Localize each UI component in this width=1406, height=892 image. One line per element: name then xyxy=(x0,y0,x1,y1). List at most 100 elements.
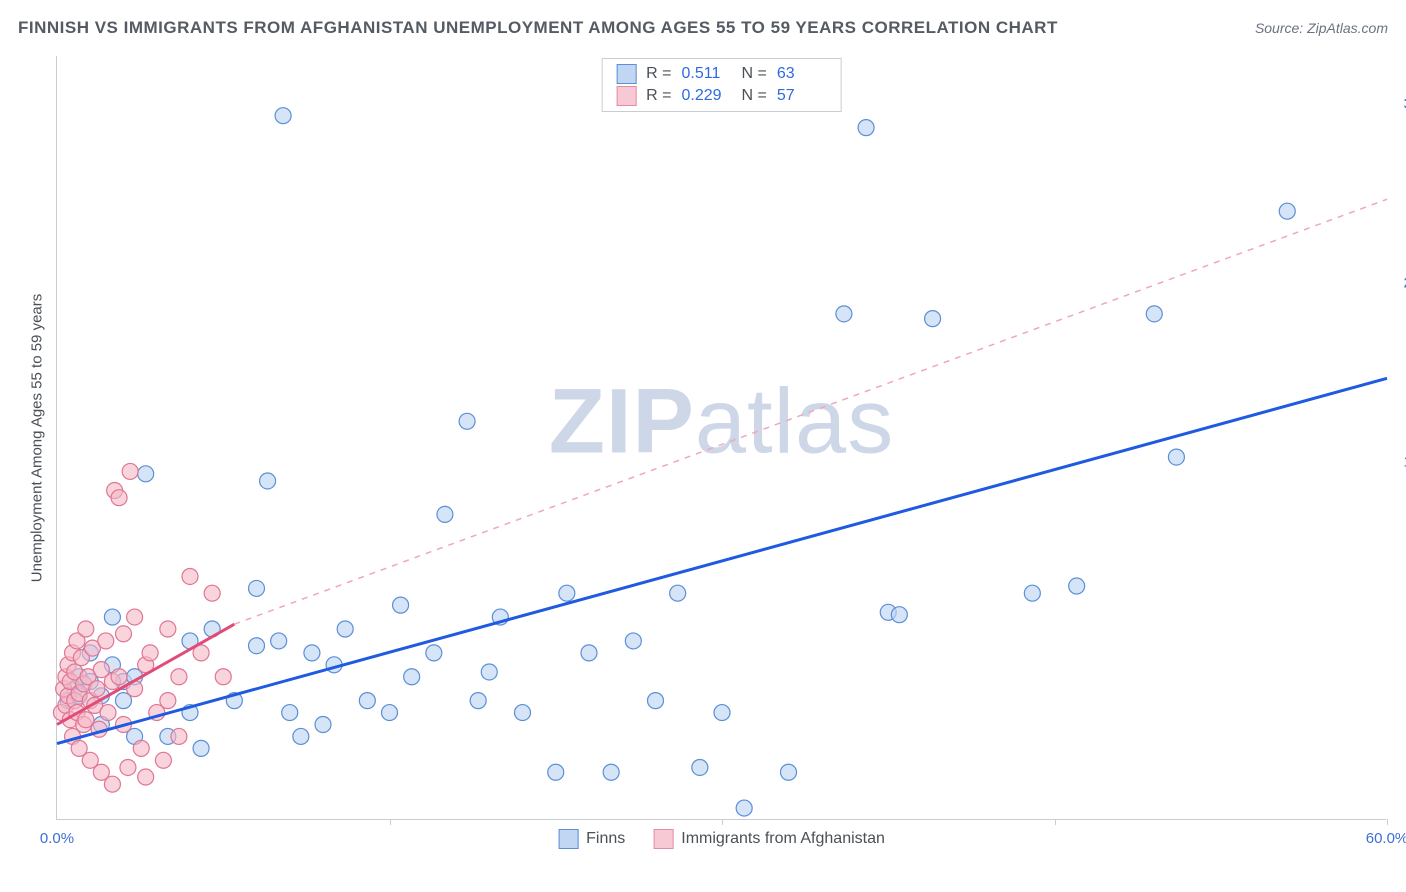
y-tick-label: 7.5% xyxy=(1396,632,1406,649)
data-point xyxy=(404,669,420,685)
data-point xyxy=(142,645,158,661)
correlation-row: R = 0.229 N = 57 xyxy=(602,85,841,107)
data-point xyxy=(548,764,564,780)
data-point xyxy=(382,705,398,721)
series-legend: Finns Immigrants from Afghanistan xyxy=(558,829,885,849)
data-point xyxy=(781,764,797,780)
data-point xyxy=(98,633,114,649)
data-point xyxy=(1069,578,1085,594)
series-legend-label: Finns xyxy=(586,830,625,848)
data-point xyxy=(736,800,752,816)
y-axis-label: Unemployment Among Ages 55 to 59 years xyxy=(29,293,46,582)
data-point xyxy=(470,693,486,709)
r-label: R = xyxy=(646,87,671,105)
data-point xyxy=(204,585,220,601)
data-point xyxy=(1146,306,1162,322)
data-point xyxy=(275,108,291,124)
x-tick-mark xyxy=(722,819,723,825)
data-point xyxy=(138,769,154,785)
data-point xyxy=(625,633,641,649)
legend-swatch xyxy=(616,64,636,84)
trend-line-extension xyxy=(234,199,1387,624)
n-label: N = xyxy=(742,87,767,105)
data-point xyxy=(182,568,198,584)
data-point xyxy=(171,669,187,685)
y-tick-label: 22.5% xyxy=(1396,274,1406,291)
data-point xyxy=(858,120,874,136)
data-point xyxy=(1024,585,1040,601)
data-point xyxy=(100,705,116,721)
data-point xyxy=(133,740,149,756)
data-point xyxy=(714,705,730,721)
data-point xyxy=(315,717,331,733)
n-value: 57 xyxy=(777,87,827,105)
data-point xyxy=(581,645,597,661)
data-point xyxy=(171,728,187,744)
x-tick-label: 60.0% xyxy=(1366,830,1406,847)
data-point xyxy=(271,633,287,649)
source-label: Source: ZipAtlas.com xyxy=(1255,20,1388,36)
r-label: R = xyxy=(646,65,671,83)
n-value: 63 xyxy=(777,65,827,83)
data-point xyxy=(215,669,231,685)
data-point xyxy=(120,759,136,775)
chart-header: FINNISH VS IMMIGRANTS FROM AFGHANISTAN U… xyxy=(18,18,1388,38)
data-point xyxy=(104,609,120,625)
data-point xyxy=(155,752,171,768)
trend-line xyxy=(57,378,1387,743)
data-point xyxy=(337,621,353,637)
correlation-row: R = 0.511 N = 63 xyxy=(602,63,841,85)
data-point xyxy=(160,693,176,709)
data-point xyxy=(515,705,531,721)
x-tick-mark xyxy=(1055,819,1056,825)
chart-title: FINNISH VS IMMIGRANTS FROM AFGHANISTAN U… xyxy=(18,18,1058,38)
data-point xyxy=(836,306,852,322)
data-point xyxy=(393,597,409,613)
x-tick-mark xyxy=(1387,819,1388,825)
data-point xyxy=(111,669,127,685)
data-point xyxy=(293,728,309,744)
data-point xyxy=(437,506,453,522)
data-point xyxy=(111,490,127,506)
data-point xyxy=(127,609,143,625)
y-tick-label: 30.0% xyxy=(1396,95,1406,112)
legend-swatch xyxy=(558,829,578,849)
data-point xyxy=(260,473,276,489)
data-point xyxy=(138,466,154,482)
plot-area: Unemployment Among Ages 55 to 59 years Z… xyxy=(56,56,1386,820)
series-legend-label: Immigrants from Afghanistan xyxy=(681,830,885,848)
data-point xyxy=(1168,449,1184,465)
data-point xyxy=(78,712,94,728)
data-point xyxy=(249,638,265,654)
data-point xyxy=(603,764,619,780)
x-tick-label: 0.0% xyxy=(40,830,74,847)
chart-svg xyxy=(57,56,1386,819)
data-point xyxy=(193,740,209,756)
data-point xyxy=(559,585,575,601)
series-legend-item: Finns xyxy=(558,829,625,849)
data-point xyxy=(459,413,475,429)
data-point xyxy=(648,693,664,709)
x-tick-mark xyxy=(390,819,391,825)
data-point xyxy=(282,705,298,721)
data-point xyxy=(116,626,132,642)
legend-swatch xyxy=(653,829,673,849)
data-point xyxy=(249,580,265,596)
r-value: 0.229 xyxy=(682,87,732,105)
r-value: 0.511 xyxy=(682,65,732,83)
correlation-legend: R = 0.511 N = 63 R = 0.229 N = 57 xyxy=(601,58,842,112)
data-point xyxy=(104,776,120,792)
data-point xyxy=(670,585,686,601)
data-point xyxy=(1279,203,1295,219)
data-point xyxy=(481,664,497,680)
series-legend-item: Immigrants from Afghanistan xyxy=(653,829,885,849)
data-point xyxy=(891,607,907,623)
data-point xyxy=(122,463,138,479)
data-point xyxy=(925,311,941,327)
data-point xyxy=(89,681,105,697)
data-point xyxy=(359,693,375,709)
n-label: N = xyxy=(742,65,767,83)
y-tick-label: 15.0% xyxy=(1396,453,1406,470)
legend-swatch xyxy=(616,86,636,106)
data-point xyxy=(160,621,176,637)
